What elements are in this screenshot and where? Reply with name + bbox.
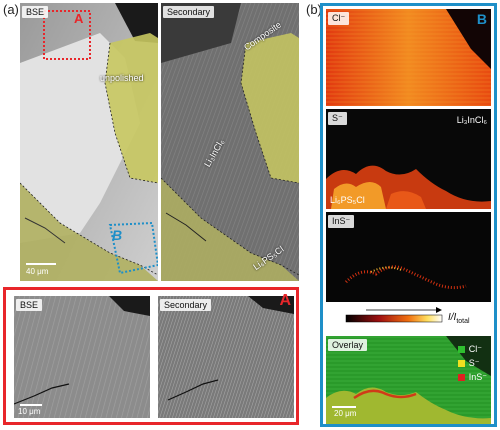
panel-b-frame: Cl⁻ B S⁻ Li₃InCl₆ Li₆PS₅Cl InS⁻ xyxy=(320,3,497,427)
zoom-frame-a: BSE 10 μm Secondary A xyxy=(3,287,299,425)
zoom-bse-image: BSE 10 μm xyxy=(14,296,150,418)
zoom-secondary-image: Secondary xyxy=(158,296,294,418)
overlay-legend: Cl⁻ S⁻ InS⁻ xyxy=(457,344,487,383)
bse-label: BSE xyxy=(22,6,49,18)
region-b-marker: B xyxy=(112,227,123,243)
legend-item-s: S⁻ xyxy=(457,358,487,369)
zoom-bse-label: BSE xyxy=(16,299,43,311)
colorbar-label-main: I/I xyxy=(448,312,457,323)
scale-label-overlay: 20 μm xyxy=(334,409,357,418)
legend-swatch-ins xyxy=(457,374,465,381)
cl-label: Cl⁻ xyxy=(328,12,350,25)
ins-label: InS⁻ xyxy=(328,215,355,228)
panel-b-region-letter: B xyxy=(476,11,487,27)
secondary-label: Secondary xyxy=(163,6,215,18)
li3incl6-label-b: Li₃InCl₆ xyxy=(456,115,487,125)
legend-item-ins: InS⁻ xyxy=(457,372,487,383)
bse-image: BSE A unpolished B 40 μm xyxy=(20,3,158,281)
overlay-map: Overlay Cl⁻ S⁻ InS⁻ 20 μm xyxy=(326,336,491,424)
scale-bar-overlay xyxy=(332,406,356,408)
scale-bar-top xyxy=(26,263,56,265)
ins-map: InS⁻ xyxy=(326,212,491,302)
legend-swatch-s xyxy=(457,360,465,367)
unpolished-label: unpolished xyxy=(100,73,144,83)
zoom-secondary-label: Secondary xyxy=(160,299,212,311)
colorbar: I/Itotal xyxy=(326,304,491,332)
scale-label-zoom: 10 μm xyxy=(18,407,41,416)
li6ps5cl-label-b: Li₆PS₅Cl xyxy=(330,195,365,205)
colorbar-label-sub: total xyxy=(456,318,470,325)
legend-item-cl: Cl⁻ xyxy=(457,344,487,355)
overlay-label: Overlay xyxy=(328,339,368,351)
scale-label-top: 40 μm xyxy=(26,267,49,276)
cl-map: Cl⁻ B xyxy=(326,9,491,106)
zoom-letter-a: A xyxy=(279,292,291,309)
panel-a-letter: (a) xyxy=(3,2,19,17)
region-a-marker: A xyxy=(74,11,84,26)
legend-label-cl: Cl⁻ xyxy=(468,344,482,354)
secondary-image: Secondary Composite Li₃InCl₆ Li₆PS₅Cl xyxy=(161,3,299,281)
scale-bar-zoom xyxy=(20,404,42,406)
s-map: S⁻ Li₃InCl₆ Li₆PS₅Cl xyxy=(326,109,491,209)
panel-b-letter: (b) xyxy=(306,2,322,17)
s-label: S⁻ xyxy=(328,112,347,125)
colorbar-label: I/Itotal xyxy=(448,312,470,325)
legend-swatch-cl xyxy=(457,346,465,353)
legend-label-s: S⁻ xyxy=(468,358,480,368)
legend-label-ins: InS⁻ xyxy=(468,372,487,382)
